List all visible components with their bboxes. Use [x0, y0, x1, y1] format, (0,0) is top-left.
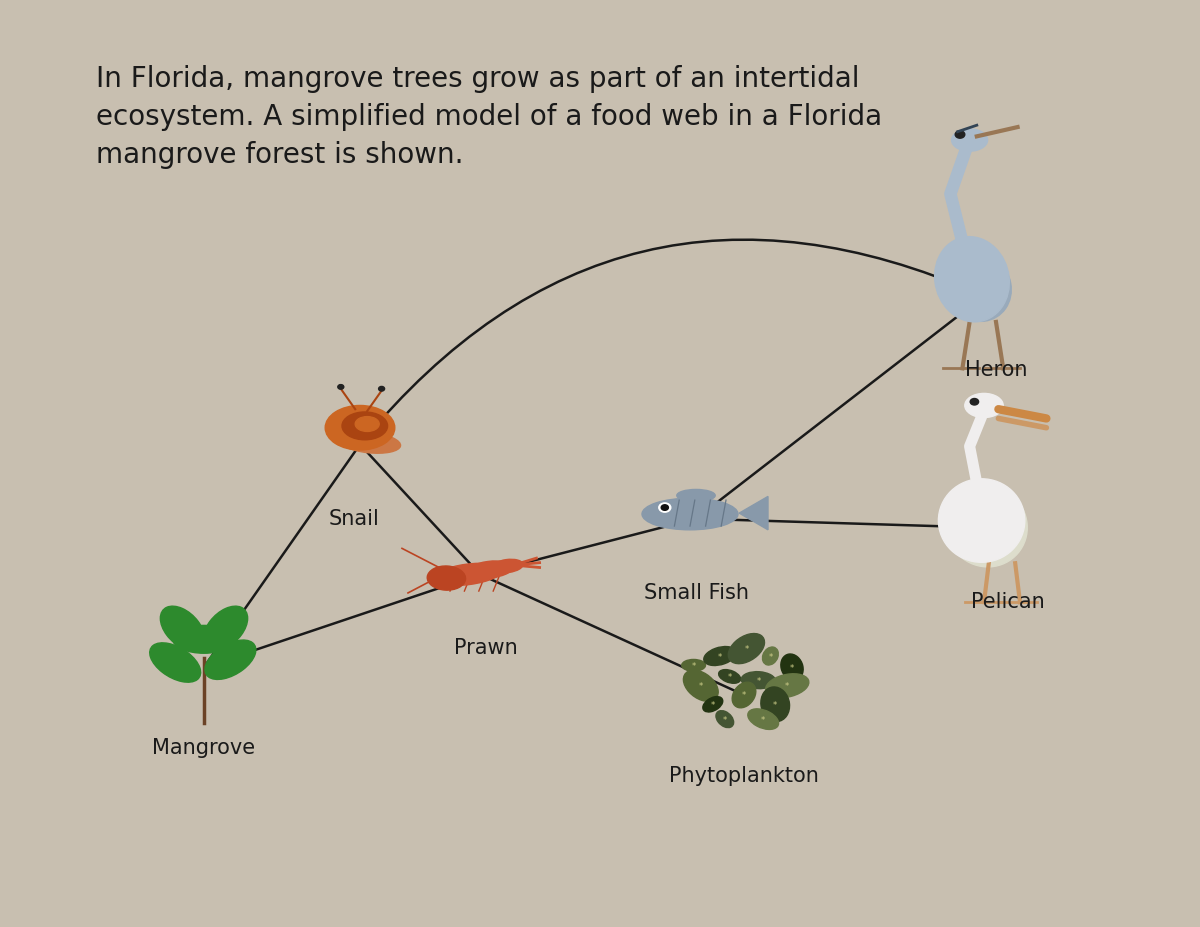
Ellipse shape	[173, 626, 235, 654]
Ellipse shape	[732, 682, 756, 708]
Text: *: *	[785, 681, 790, 691]
Text: Small Fish: Small Fish	[643, 582, 749, 603]
Text: *: *	[727, 672, 732, 681]
FancyArrowPatch shape	[698, 519, 991, 528]
Ellipse shape	[766, 674, 809, 698]
Ellipse shape	[761, 687, 790, 722]
Ellipse shape	[659, 503, 671, 513]
Ellipse shape	[935, 237, 1009, 323]
Text: *: *	[718, 652, 722, 661]
Ellipse shape	[682, 660, 706, 671]
Ellipse shape	[342, 413, 388, 440]
Ellipse shape	[946, 486, 1027, 567]
Ellipse shape	[355, 417, 379, 432]
Text: *: *	[773, 700, 778, 709]
Text: *: *	[722, 715, 727, 724]
Ellipse shape	[728, 634, 764, 664]
Ellipse shape	[952, 130, 988, 152]
Ellipse shape	[492, 560, 523, 573]
Ellipse shape	[703, 647, 737, 666]
Ellipse shape	[944, 253, 1012, 322]
Ellipse shape	[205, 641, 256, 679]
Text: *: *	[698, 681, 703, 691]
Text: Pelican: Pelican	[971, 591, 1045, 612]
Text: *: *	[691, 661, 696, 670]
Ellipse shape	[781, 654, 803, 680]
Ellipse shape	[204, 606, 247, 651]
Ellipse shape	[684, 670, 718, 702]
Text: *: *	[744, 644, 749, 654]
Ellipse shape	[427, 566, 466, 590]
Ellipse shape	[466, 561, 514, 579]
FancyArrowPatch shape	[482, 520, 691, 574]
Text: Phytoplankton: Phytoplankton	[670, 765, 818, 785]
FancyArrowPatch shape	[698, 299, 980, 517]
Ellipse shape	[325, 406, 395, 451]
Ellipse shape	[762, 647, 779, 666]
Text: Mangrove: Mangrove	[152, 737, 256, 757]
FancyArrowPatch shape	[485, 577, 742, 694]
Text: Snail: Snail	[329, 508, 379, 528]
Ellipse shape	[642, 499, 738, 530]
Text: *: *	[761, 715, 766, 724]
FancyArrowPatch shape	[361, 240, 979, 443]
Ellipse shape	[379, 387, 385, 391]
Polygon shape	[739, 497, 768, 530]
Ellipse shape	[748, 709, 779, 730]
FancyArrowPatch shape	[206, 577, 475, 667]
Ellipse shape	[338, 385, 343, 389]
FancyArrowPatch shape	[364, 449, 478, 573]
Ellipse shape	[150, 643, 200, 682]
Text: Heron: Heron	[965, 360, 1027, 380]
Text: In Florida, mangrove trees grow as part of an intertidal
ecosystem. A simplified: In Florida, mangrove trees grow as part …	[96, 65, 882, 169]
Ellipse shape	[433, 564, 503, 586]
Ellipse shape	[161, 606, 204, 651]
Ellipse shape	[677, 489, 715, 502]
Ellipse shape	[955, 132, 965, 139]
Ellipse shape	[703, 697, 722, 712]
Text: *: *	[742, 691, 746, 700]
Ellipse shape	[719, 670, 740, 683]
Ellipse shape	[965, 394, 1003, 418]
Text: *: *	[756, 676, 761, 685]
Ellipse shape	[716, 711, 733, 728]
Text: *: *	[710, 700, 715, 709]
Ellipse shape	[338, 433, 401, 453]
Text: *: *	[768, 652, 773, 661]
Ellipse shape	[938, 479, 1025, 563]
Ellipse shape	[970, 399, 979, 406]
Text: *: *	[790, 663, 794, 672]
Ellipse shape	[742, 672, 775, 689]
FancyArrowPatch shape	[205, 449, 358, 666]
Ellipse shape	[661, 505, 668, 511]
Text: Prawn: Prawn	[454, 638, 518, 658]
